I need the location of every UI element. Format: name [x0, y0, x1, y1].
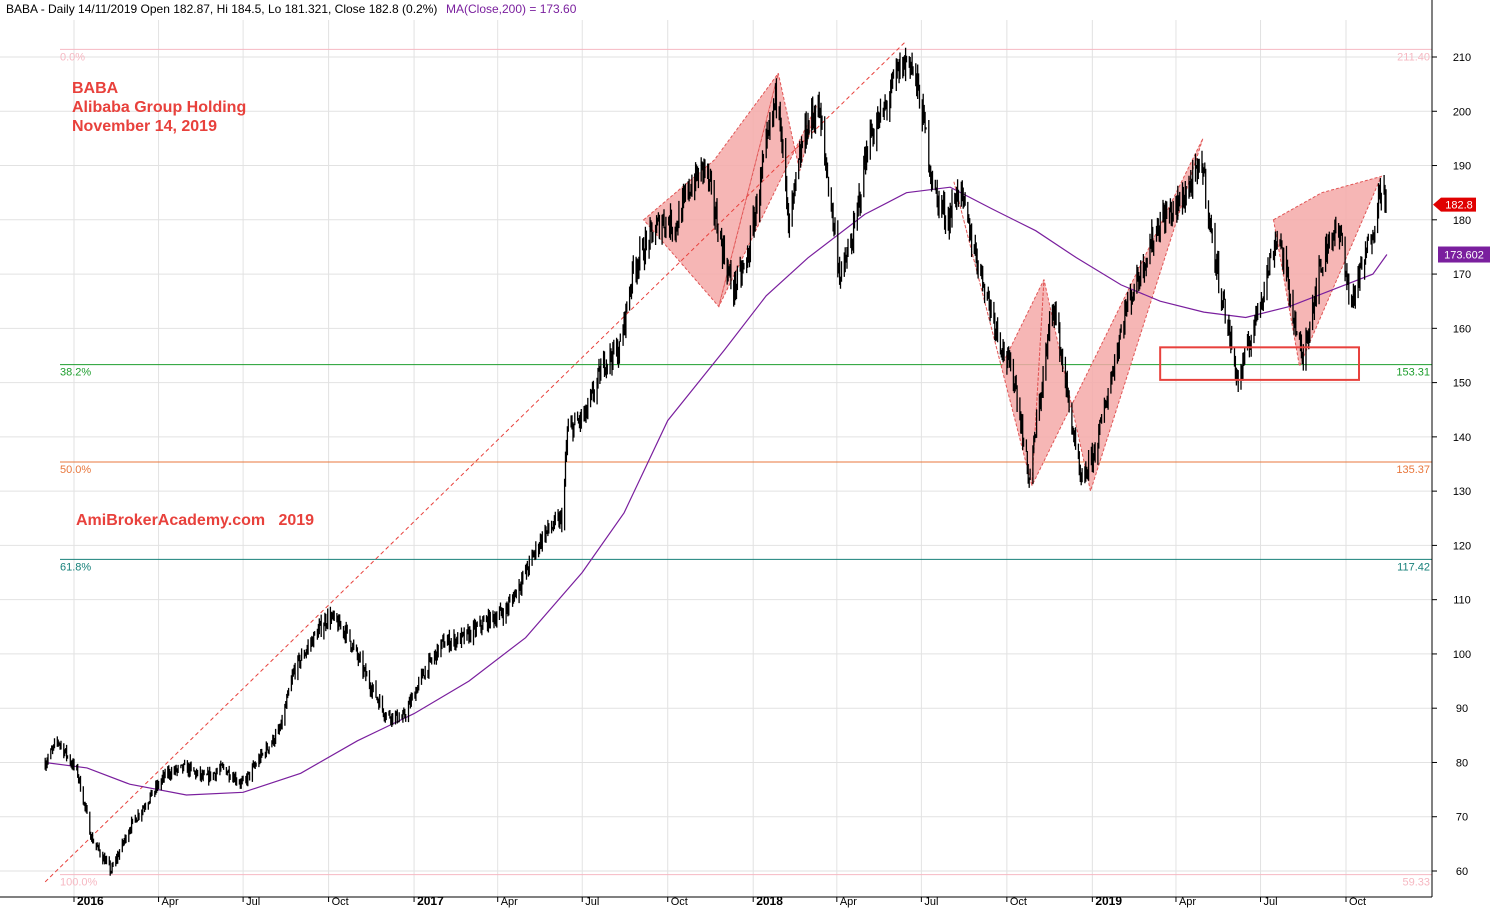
support-zone-box: [1159, 346, 1361, 381]
support-box: [1159, 346, 1361, 381]
fib-value-label: 153.31: [1396, 367, 1430, 379]
y-tick-label: 200: [1453, 106, 1471, 118]
annotation-watermark: AmiBrokerAcademy.com 2019: [76, 512, 314, 529]
y-tick-label: 190: [1453, 161, 1471, 173]
header-main: BABA - Daily 14/11/2019 Open 182.87, Hi …: [6, 2, 437, 16]
ma-line: [45, 186, 1388, 796]
last-price-label: 182.8: [1445, 200, 1473, 212]
y-tick-label: 210: [1453, 52, 1471, 64]
price-candles: [44, 47, 1387, 876]
x-tick-label: 2018: [756, 894, 783, 908]
y-tick-label: 160: [1453, 323, 1471, 335]
x-tick-label: Jul: [1264, 896, 1278, 908]
y-tick-label: 60: [1456, 866, 1468, 878]
x-tick-label: Oct: [1349, 896, 1366, 908]
ma-value-label: 173.602: [1444, 250, 1484, 262]
x-tick-label: Oct: [332, 896, 349, 908]
header-ma: MA(Close,200) = 173.60: [446, 2, 577, 16]
x-tick-label: 2016: [77, 894, 104, 908]
x-tick-label: Oct: [671, 896, 688, 908]
y-tick-label: 180: [1453, 215, 1471, 227]
annotation-date: November 14, 2019: [72, 118, 217, 135]
y-tick-label: 110: [1453, 595, 1471, 607]
x-tick-label: Apr: [162, 896, 179, 908]
x-tick-label: Apr: [1179, 896, 1196, 908]
y-tick-label: 100: [1453, 649, 1471, 661]
y-tick-label: 120: [1453, 540, 1471, 552]
x-tick-label: Jul: [924, 896, 938, 908]
last-price-tag: [1433, 197, 1476, 212]
fib-value-label: 135.37: [1396, 464, 1430, 476]
y-tick-label: 140: [1453, 432, 1471, 444]
harmonic-pattern: [1272, 175, 1383, 369]
trendline: [44, 40, 907, 883]
x-tick-label: Jul: [585, 896, 599, 908]
x-tick-label: Apr: [840, 896, 857, 908]
ma-series-line: [45, 186, 1388, 796]
y-tick-label: 150: [1453, 378, 1471, 390]
fibonacci-levels: 0.0% 211.40 38.2% 153.31 50.0% 135.37 61.8% 117…: [60, 48, 1432, 889]
fib-pct-label: 38.2%: [60, 367, 91, 379]
x-tick-label: Oct: [1010, 896, 1027, 908]
y-tick-label: 90: [1456, 703, 1468, 715]
x-tick-label: 2017: [417, 894, 444, 908]
fib-pct-label: 100.0%: [60, 877, 98, 889]
annotation-company: Alibaba Group Holding: [72, 99, 246, 116]
y-tick-label: 70: [1456, 812, 1468, 824]
y-tick-label: 130: [1453, 486, 1471, 498]
fib-pct-label: 0.0%: [60, 51, 85, 63]
annotation-ticker: BABA: [72, 80, 119, 97]
harmonic-pattern: [718, 73, 817, 307]
fib-value-label: 59.33: [1402, 877, 1430, 889]
fib-pct-label: 61.8%: [60, 561, 91, 573]
x-tick-label: Jul: [246, 896, 260, 908]
fib-pct-label: 50.0%: [60, 464, 91, 476]
y-tick-label: 170: [1453, 269, 1471, 281]
x-tick-label: Apr: [501, 896, 518, 908]
x-tick-label: 2019: [1095, 894, 1122, 908]
ma-value-tag: [1438, 246, 1490, 263]
fib-value-label: 117.42: [1397, 561, 1430, 573]
price-series: [44, 47, 1387, 876]
grid: [0, 20, 1432, 897]
fib-value-label: 211.40: [1397, 51, 1430, 63]
y-tick-label: 80: [1456, 757, 1468, 769]
trendline-line: [44, 40, 907, 883]
